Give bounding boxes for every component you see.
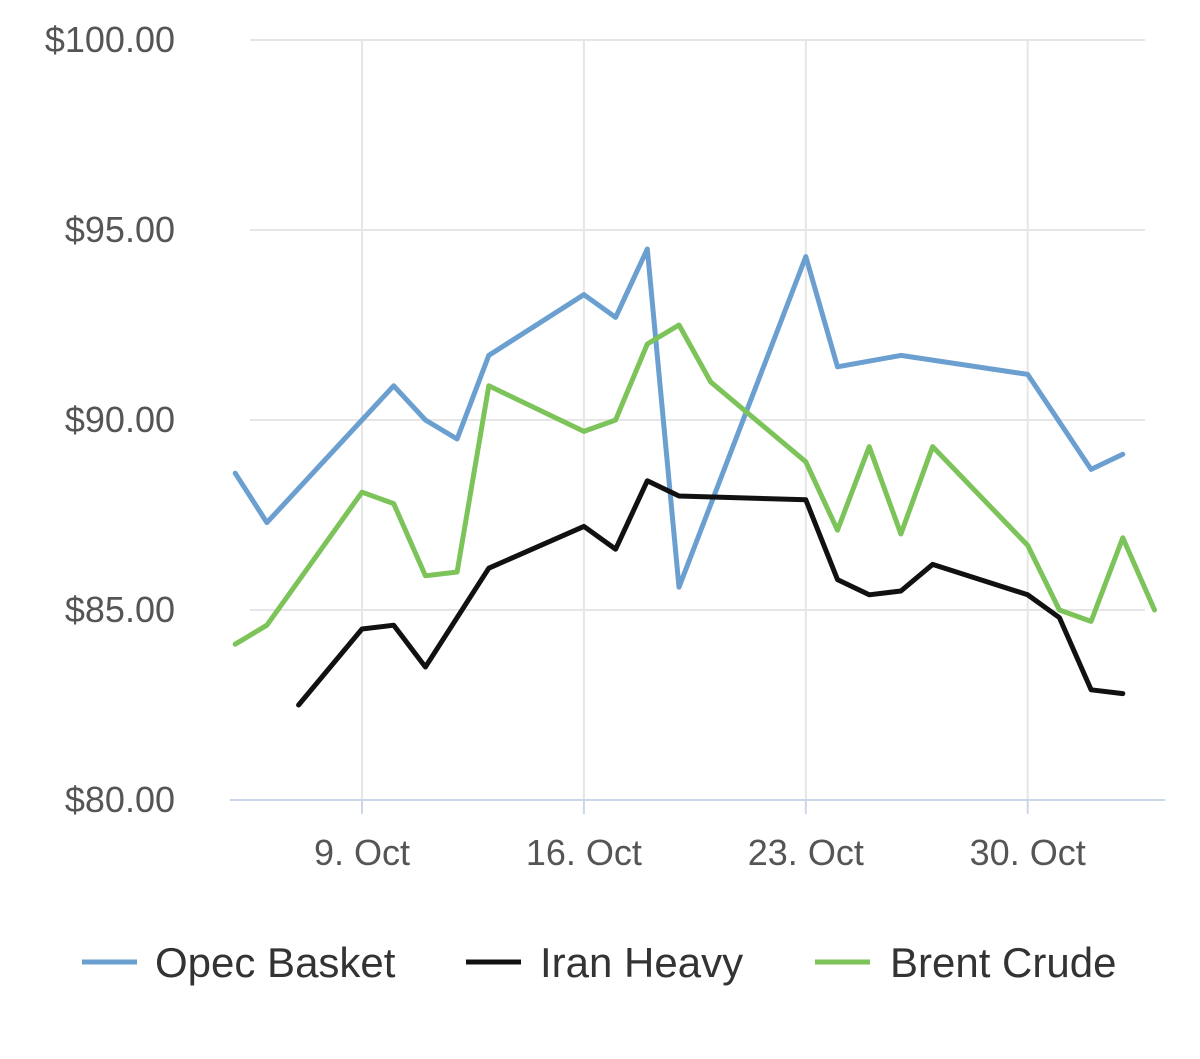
gridlines bbox=[250, 39, 1145, 800]
legend-item-iran-heavy[interactable]: Iran Heavy bbox=[466, 939, 743, 986]
series-line-iran-heavy bbox=[296, 478, 1126, 708]
y-tick-label: $85.00 bbox=[65, 589, 175, 630]
series-lines bbox=[232, 246, 1157, 708]
x-axis bbox=[230, 799, 1165, 814]
series-line-brent-crude bbox=[232, 322, 1157, 647]
y-tick-label: $95.00 bbox=[65, 209, 175, 250]
y-tick-label: $80.00 bbox=[65, 779, 175, 820]
legend: Opec Basket Iran Heavy Brent Crude bbox=[82, 939, 1116, 986]
y-tick-label: $90.00 bbox=[65, 399, 175, 440]
y-tick-label: $100.00 bbox=[45, 19, 175, 60]
x-axis-labels: 9. Oct 16. Oct 23. Oct 30. Oct bbox=[314, 832, 1086, 873]
x-tick-label: 9. Oct bbox=[314, 832, 410, 873]
x-tick-label: 16. Oct bbox=[526, 832, 642, 873]
legend-label: Iran Heavy bbox=[540, 939, 743, 986]
x-tick-label: 23. Oct bbox=[748, 832, 864, 873]
legend-label: Opec Basket bbox=[155, 939, 396, 986]
series-line-opec-basket bbox=[232, 246, 1126, 590]
legend-item-brent-crude[interactable]: Brent Crude bbox=[815, 939, 1116, 986]
x-tick-label: 30. Oct bbox=[970, 832, 1086, 873]
y-axis-labels: $80.00 $85.00 $90.00 $95.00 $100.00 bbox=[45, 19, 175, 820]
legend-item-opec-basket[interactable]: Opec Basket bbox=[82, 939, 396, 986]
legend-label: Brent Crude bbox=[890, 939, 1116, 986]
